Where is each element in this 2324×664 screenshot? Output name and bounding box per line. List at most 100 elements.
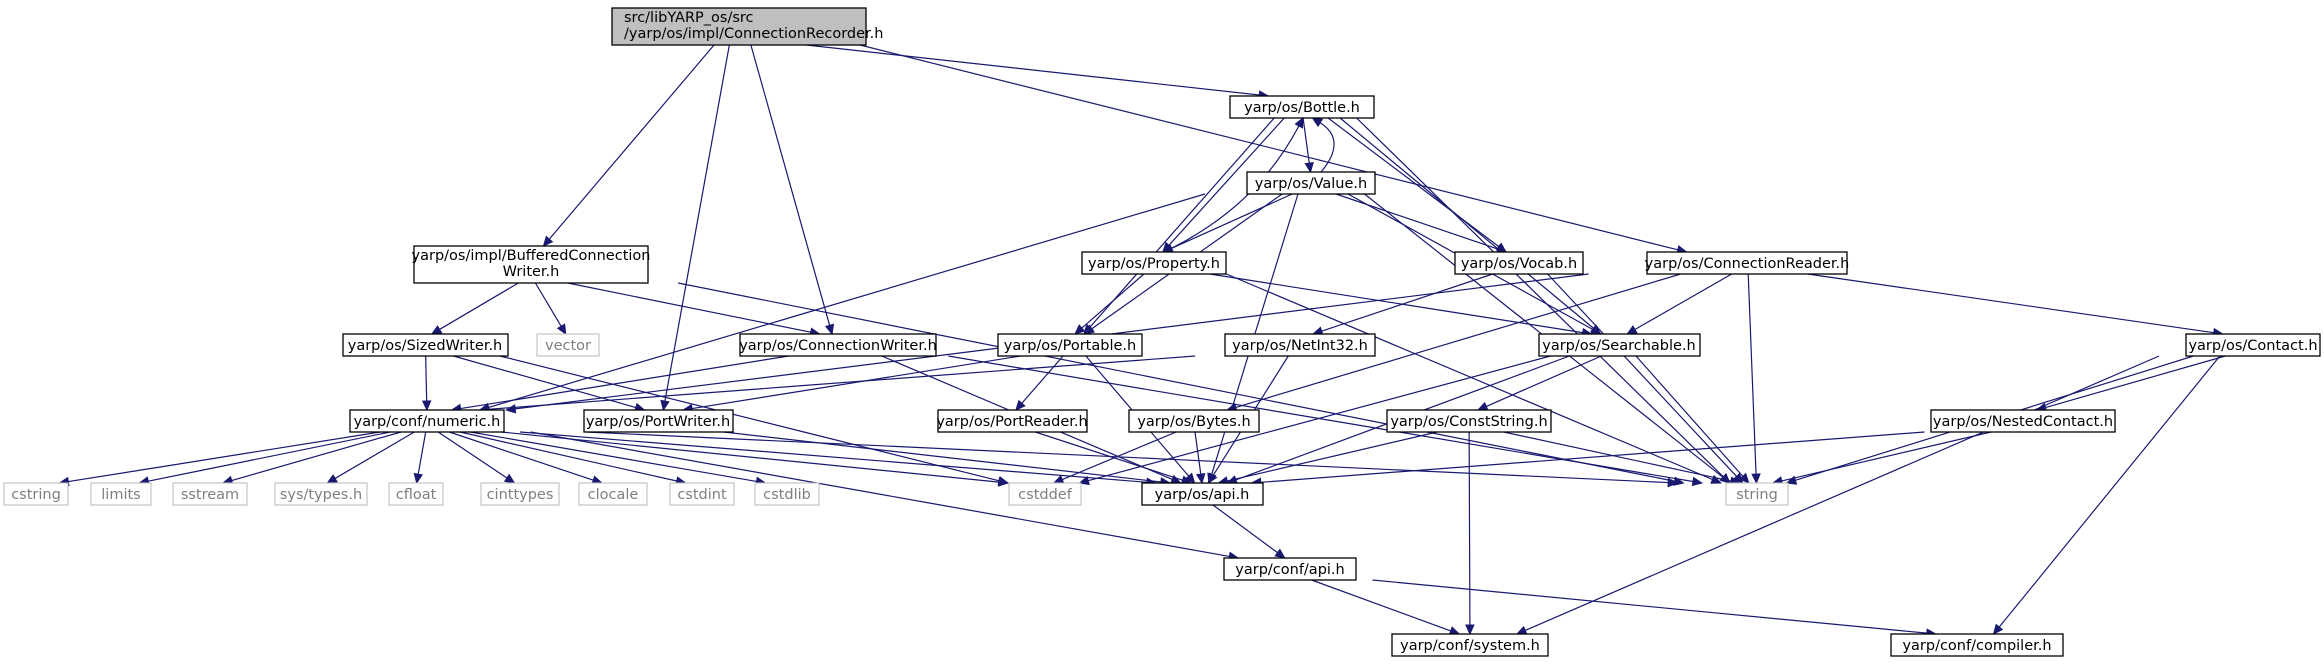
edge-line xyxy=(548,44,715,240)
edge-arrowhead-icon xyxy=(1274,548,1286,559)
edge-arrowhead-icon xyxy=(1294,116,1304,129)
edge-connwriter-to-string xyxy=(948,355,1704,487)
node-netint32-h[interactable]: yarp/os/NetInt32.h xyxy=(1224,333,1376,357)
edge-line xyxy=(1372,579,1927,634)
node-sstream[interactable]: sstream xyxy=(172,482,248,506)
node-value-h[interactable]: yarp/os/Value.h xyxy=(1246,171,1376,195)
edge-conststring-to-system xyxy=(1465,431,1475,636)
edge-line xyxy=(1335,193,1499,250)
node-bytes-h[interactable]: yarp/os/Bytes.h xyxy=(1128,409,1260,433)
node-vector[interactable]: vector xyxy=(536,333,600,357)
node-label: yarp/os/PortReader.h xyxy=(936,414,1087,430)
node-nestedcontact-h[interactable]: yarp/os/NestedContact.h xyxy=(1930,409,2116,433)
node-connectionwriter-h[interactable]: yarp/os/ConnectionWriter.h xyxy=(739,333,937,357)
node-portreader-h[interactable]: yarp/os/PortReader.h xyxy=(936,409,1088,433)
edge-line xyxy=(1547,273,1738,477)
node-cstdint[interactable]: cstdint xyxy=(669,482,735,506)
node-vocab-h[interactable]: yarp/os/Vocab.h xyxy=(1454,251,1584,275)
edge-property-to-bottle xyxy=(1163,116,1304,253)
edge-line xyxy=(231,431,402,482)
edge-osapi-to-confapi xyxy=(1212,504,1286,559)
edge-root-to-portwriter xyxy=(660,44,730,412)
node-label: cstdlib xyxy=(763,487,811,503)
node-property-h[interactable]: yarp/os/Property.h xyxy=(1081,251,1227,275)
edge-property-to-string xyxy=(1226,273,1722,484)
edge-arrowhead-icon xyxy=(997,477,1010,487)
node-portable-h[interactable]: yarp/os/Portable.h xyxy=(997,333,1143,357)
edge-line xyxy=(1062,431,1177,481)
node-label: cinttypes xyxy=(487,487,554,503)
node-bottle-h[interactable]: yarp/os/Bottle.h xyxy=(1229,95,1375,119)
edge-root-to-connwriter xyxy=(750,44,835,336)
edge-arrowhead-icon xyxy=(1626,325,1638,335)
edge-arrowhead-icon xyxy=(556,323,567,336)
edge-bottle-to-searchable xyxy=(1339,117,1602,335)
edge-line xyxy=(1209,273,1583,334)
node-label: yarp/os/Value.h xyxy=(1255,176,1367,192)
node-cstddef[interactable]: cstddef xyxy=(1008,482,1082,506)
edge-nestedcontact-to-osapi xyxy=(1250,431,1925,488)
edge-line xyxy=(1356,117,1724,478)
edge-line xyxy=(1227,431,1438,482)
node-label: yarp/os/Contact.h xyxy=(2188,338,2317,354)
edge-arrowhead-icon xyxy=(1667,477,1679,488)
edge-line xyxy=(1171,193,1293,249)
edge-connwriter-to-numeric xyxy=(450,355,789,414)
edge-line xyxy=(460,355,789,410)
edge-line xyxy=(1319,122,1335,173)
edge-line xyxy=(1486,355,1602,407)
edge-line xyxy=(417,431,427,475)
edge-arrowhead-icon xyxy=(1074,324,1086,335)
node-numeric-h[interactable]: yarp/conf/numeric.h xyxy=(349,409,505,433)
node-label: yarp/os/Vocab.h xyxy=(1461,256,1577,272)
edge-bytes-to-cstddef xyxy=(1052,431,1177,484)
edge-arrowhead-icon xyxy=(1992,623,2004,635)
edge-line xyxy=(530,431,1230,558)
edge-numeric-to-string xyxy=(586,431,1679,488)
node-limits[interactable]: limits xyxy=(90,482,152,506)
edge-root-to-bottle xyxy=(806,44,1270,100)
edge-line xyxy=(439,282,519,330)
edge-line xyxy=(68,431,381,483)
node-bufferedconnectionwriter-h[interactable]: yarp/os/impl/BufferedConnection Writer.h xyxy=(412,245,651,284)
node-string[interactable]: string xyxy=(1725,482,1789,506)
node-portwriter-h[interactable]: yarp/os/PortWriter.h xyxy=(583,409,734,433)
node-connectionreader-h[interactable]: yarp/os/ConnectionReader.h xyxy=(1645,251,1850,275)
node-label: yarp/os/ConnectionReader.h xyxy=(1645,256,1850,272)
node-cstdlib[interactable]: cstdlib xyxy=(754,482,820,506)
node-label: yarp/conf/compiler.h xyxy=(1902,638,2051,654)
nodes-layer: src/libYARP_os/src /yarp/os/impl/Connect… xyxy=(3,7,2321,657)
edge-confapi-to-compiler xyxy=(1372,579,1938,638)
node-cfloat[interactable]: cfloat xyxy=(388,482,444,506)
node-conf-compiler-h[interactable]: yarp/conf/compiler.h xyxy=(1890,633,2064,657)
node-label: cstring xyxy=(11,487,61,503)
node-conf-api-h[interactable]: yarp/conf/api.h xyxy=(1223,557,1357,581)
edge-arrowhead-icon xyxy=(1015,399,1026,411)
edge-arrowhead-icon xyxy=(1465,624,1475,636)
edge-arrowhead-icon xyxy=(1311,117,1324,128)
node-clocale[interactable]: clocale xyxy=(578,482,648,506)
edge-numeric-to-cfloat xyxy=(413,431,427,485)
edge-numeric-to-systypes xyxy=(326,431,415,484)
edge-line xyxy=(453,355,637,409)
node-label: string xyxy=(1736,487,1778,503)
edge-line xyxy=(488,193,1206,409)
node-label: yarp/os/NetInt32.h xyxy=(1232,338,1368,354)
edge-connreader-to-contact xyxy=(1807,273,2224,338)
edge-sizedwriter-to-numeric xyxy=(421,355,432,412)
node-connectionrecorder-h[interactable]: src/libYARP_os/src /yarp/os/impl/Connect… xyxy=(611,7,883,46)
node-sys-types-h[interactable]: sys/types.h xyxy=(274,482,368,506)
node-cstring[interactable]: cstring xyxy=(3,482,69,506)
node-cinttypes[interactable]: cinttypes xyxy=(480,482,560,506)
edge-bottle-to-value xyxy=(1302,117,1314,174)
node-contact-h[interactable]: yarp/os/Contact.h xyxy=(2185,333,2321,357)
edge-portable-to-portreader xyxy=(1015,355,1064,411)
edge-line xyxy=(1807,273,2214,334)
node-searchable-h[interactable]: yarp/os/Searchable.h xyxy=(1538,333,1701,357)
node-conststring-h[interactable]: yarp/os/ConstString.h xyxy=(1386,409,1552,433)
node-os-api-h[interactable]: yarp/os/api.h xyxy=(1141,482,1264,506)
node-conf-system-h[interactable]: yarp/conf/system.h xyxy=(1391,633,1549,657)
node-sizedwriter-h[interactable]: yarp/os/SizedWriter.h xyxy=(342,333,509,357)
node-label: clocale xyxy=(588,487,639,503)
edge-contact-to-system xyxy=(1515,355,2160,635)
